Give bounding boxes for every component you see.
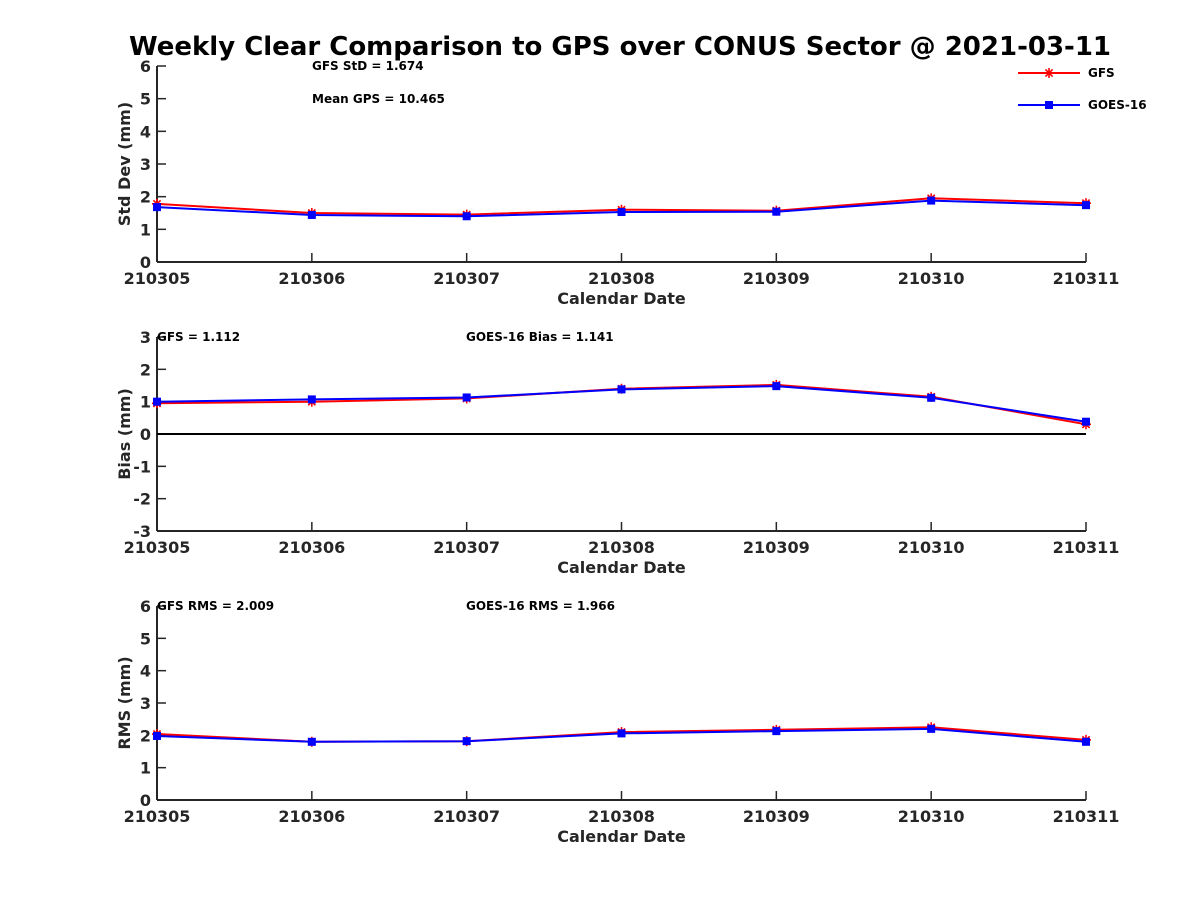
x-tick-label: 210305	[124, 538, 191, 557]
data-point-goes16	[772, 207, 781, 216]
subplot-2: -3 -2 -1 0 1 2 3 210305 210306 210307 210308 210309…	[115, 328, 1119, 577]
data-point-goes16	[1082, 417, 1090, 426]
y-tick-label: 5	[140, 90, 151, 109]
y-axis-label: RMS (mm)	[115, 656, 134, 749]
y-tick-label: 1	[140, 393, 151, 412]
x-axis-label: Calendar Date	[557, 289, 686, 308]
x-tick-label: 210308	[588, 269, 655, 288]
data-point-goes16	[462, 212, 471, 221]
legend-label-gfs: GFS	[1088, 66, 1115, 80]
y-tick-label: 4	[140, 662, 151, 681]
x-tick-label: 210309	[743, 807, 810, 826]
x-tick-label: 210307	[433, 807, 500, 826]
x-tick-label: 210310	[898, 807, 965, 826]
y-tick-label: 0	[140, 791, 151, 810]
chart-title: Weekly Clear Comparison to GPS over CONU…	[129, 32, 1111, 62]
x-axis-label: Calendar Date	[557, 558, 686, 577]
y-tick-label: 3	[140, 328, 151, 347]
data-point-goes16	[153, 731, 161, 740]
y-tick-label: -2	[133, 490, 151, 509]
y-tick-label: 0	[140, 253, 151, 272]
y-tick-label: 2	[140, 360, 151, 379]
y-tick-label: 6	[140, 597, 151, 616]
stat-annotation: Mean GPS = 10.465	[312, 92, 445, 106]
data-point-goes16	[153, 397, 161, 406]
y-tick-label: 3	[140, 694, 151, 713]
data-point-goes16	[927, 196, 936, 205]
data-point-goes16	[153, 203, 161, 212]
data-point-goes16	[1082, 737, 1090, 746]
y-axis-label: Bias (mm)	[115, 388, 134, 480]
x-axis-label: Calendar Date	[557, 827, 686, 846]
data-point-goes16	[462, 393, 471, 402]
x-tick-label: 210307	[433, 269, 500, 288]
x-tick-label: 210311	[1053, 269, 1120, 288]
y-tick-label: 1	[140, 759, 151, 778]
y-tick-label: 2	[140, 726, 151, 745]
y-tick-label: 0	[140, 425, 151, 444]
data-point-goes16	[307, 210, 316, 219]
x-tick-label: 210306	[278, 269, 345, 288]
x-tick-label: 210311	[1053, 538, 1120, 557]
x-tick-label: 210308	[588, 538, 655, 557]
x-tick-label: 210310	[898, 538, 965, 557]
y-tick-label: 1	[140, 220, 151, 239]
data-point-goes16	[772, 382, 781, 391]
data-point-goes16	[307, 737, 316, 746]
data-point-goes16	[772, 727, 781, 736]
data-point-goes16	[307, 395, 316, 404]
x-tick-label: 210307	[433, 538, 500, 557]
y-tick-label: 5	[140, 629, 151, 648]
subplot-3: 0 1 2 3 4 5 6 210305 210306 210307 210308 210309 210…	[115, 597, 1119, 846]
data-point-goes16	[927, 724, 936, 733]
data-point-goes16	[617, 208, 626, 217]
stat-annotation: GFS StD = 1.674	[312, 59, 424, 73]
data-point-goes16	[1082, 201, 1090, 210]
stat-annotation: GFS RMS = 2.009	[157, 599, 274, 613]
x-tick-label: 210306	[278, 807, 345, 826]
y-tick-label: -3	[133, 522, 151, 541]
stat-annotation: GOES-16 Bias = 1.141	[466, 330, 614, 344]
stat-annotation: GOES-16 RMS = 1.966	[466, 599, 615, 613]
legend-label-goes16: GOES-16	[1088, 98, 1147, 112]
x-tick-label: 210309	[743, 269, 810, 288]
y-tick-label: 2	[140, 188, 151, 207]
legend-marker-gfs	[1044, 68, 1054, 78]
x-tick-label: 210308	[588, 807, 655, 826]
legend-marker-goes16	[1045, 101, 1053, 109]
x-tick-label: 210305	[124, 269, 191, 288]
x-tick-label: 210305	[124, 807, 191, 826]
y-tick-label: 4	[140, 122, 151, 141]
legend: GFS GOES-16	[1018, 66, 1147, 112]
y-tick-label: 6	[140, 57, 151, 76]
legend-entry-gfs: GFS	[1018, 66, 1115, 80]
x-tick-label: 210310	[898, 269, 965, 288]
x-tick-label: 210309	[743, 538, 810, 557]
x-tick-label: 210311	[1053, 807, 1120, 826]
y-tick-label: -1	[133, 457, 151, 476]
y-axis-label: Std Dev (mm)	[115, 102, 134, 226]
data-point-goes16	[462, 737, 471, 746]
data-point-goes16	[617, 385, 626, 394]
data-point-goes16	[927, 393, 936, 402]
y-tick-label: 3	[140, 155, 151, 174]
data-point-goes16	[617, 729, 626, 738]
subplot-1: 0 1 2 3 4 5 6 210305 210306 210307 210308 210309 210…	[115, 57, 1119, 308]
x-tick-label: 210306	[278, 538, 345, 557]
stat-annotation: GFS = 1.112	[157, 330, 240, 344]
legend-entry-goes16: GOES-16	[1018, 98, 1147, 112]
